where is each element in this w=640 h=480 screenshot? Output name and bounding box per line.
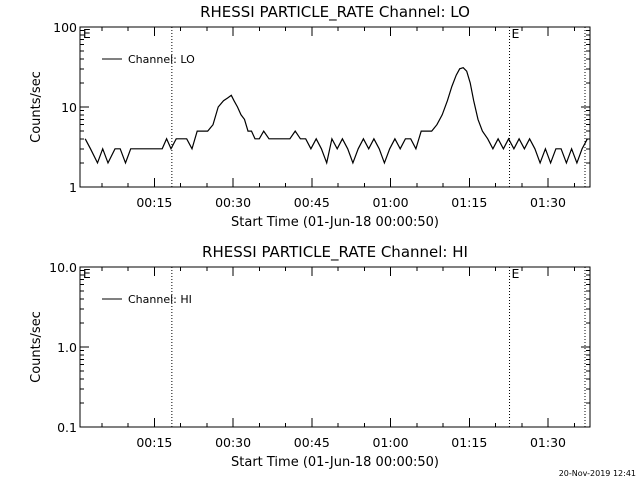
y-tick-label: 100	[53, 20, 77, 35]
x-tick-label: 00:15	[136, 435, 172, 450]
x-tick-label: 01:15	[451, 435, 487, 450]
event-marker-label: E	[512, 26, 520, 41]
chart-title: RHESSI PARTICLE_RATE Channel: HI	[202, 243, 468, 262]
x-axis-label: Start Time (01-Jun-18 00:00:50)	[231, 455, 439, 470]
x-tick-label: 00:45	[294, 435, 330, 450]
x-tick-label: 01:00	[373, 195, 409, 210]
y-tick-label: 10	[61, 100, 77, 115]
y-tick-label: 10.0	[49, 260, 77, 275]
x-tick-label: 01:15	[451, 195, 487, 210]
event-marker-label: E	[83, 266, 91, 281]
x-tick-label: 00:30	[215, 435, 251, 450]
event-marker-label: E	[512, 266, 520, 281]
x-axis-label: Start Time (01-Jun-18 00:00:50)	[231, 215, 439, 230]
y-tick-label: 0.1	[57, 420, 77, 435]
plot-frame	[79, 26, 591, 188]
series-line	[84, 67, 588, 166]
x-tick-label: 00:30	[215, 195, 251, 210]
y-tick-label: 1.0	[57, 340, 77, 355]
event-marker-label: E	[83, 26, 91, 41]
legend-label: Channel: LO	[128, 53, 195, 66]
x-tick-label: 01:00	[373, 435, 409, 450]
x-tick-label: 01:30	[530, 435, 566, 450]
y-tick-label: 1	[69, 180, 77, 195]
y-axis-label: Counts/sec	[29, 71, 44, 143]
y-axis-label: Counts/sec	[29, 311, 44, 383]
x-tick-label: 00:15	[136, 195, 172, 210]
x-tick-label: 01:30	[530, 195, 566, 210]
x-tick-label: 00:45	[294, 195, 330, 210]
chart-title: RHESSI PARTICLE_RATE Channel: LO	[200, 3, 470, 22]
plot-timestamp: 20-Nov-2019 12:41	[559, 469, 636, 478]
plot-frame	[79, 266, 591, 428]
legend-label: Channel: HI	[128, 293, 192, 306]
